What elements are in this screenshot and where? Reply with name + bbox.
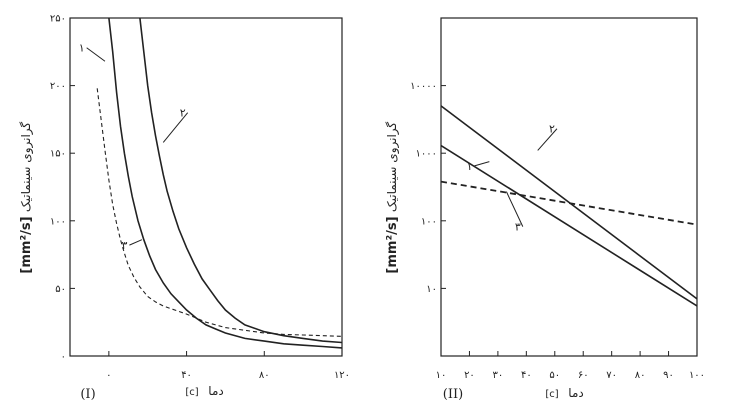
y-axis-unit: [mm²/s]: [385, 216, 400, 273]
y-axis-unit: [mm²/s]: [19, 216, 34, 273]
curve-label: ۳: [515, 221, 521, 234]
panel-label: (I): [80, 387, 95, 402]
x-tick-label: ۹۰: [663, 370, 674, 381]
curve-label: ۱: [466, 160, 472, 173]
x-tick-label: ۵۰: [549, 370, 560, 381]
curve-label: ۲: [180, 107, 186, 120]
x-axis-title: دما: [568, 386, 583, 400]
viscosity-linear-chart: ۰ ۵۰ ۱۰۰ ۱۵۰ ۲۰۰ ۲۵۰ ۰ ۴۰ ۸۰ ۱۲۰ ۱ ۲ ۳ گرانروی سینمات…: [19, 14, 350, 403]
y-tick-label: ۲۵۰: [50, 14, 66, 25]
y-tick-label: ۵۰: [55, 284, 66, 295]
curve-label: ۱: [79, 42, 85, 55]
curve-label: ۳: [121, 239, 127, 252]
y-axis-label-group: گرانروی سینماتیک [mm²/s]: [385, 122, 400, 274]
x-axis-title: دما: [208, 384, 223, 398]
plot-frame: [69, 17, 343, 357]
viscosity-log-chart: ۱۰ ۱۰۰ ۱۰۰۰ ۱۰۰۰۰ ۱۰ ۲۰ ۳۰ ۴۰ ۵۰ ۶۰ ۷۰ ۸۰ ۹۰ ۱۰۰ ۲ ۱ ۳ گر…: [385, 17, 705, 402]
x-axis-unit: [c]: [545, 389, 558, 400]
curve-label: ۲: [549, 123, 555, 136]
y-axis-label-group: گرانروی سینماتیک [mm²/s]: [19, 122, 34, 274]
y-tick-label: ۱۰: [426, 284, 437, 295]
series-line-۱: [441, 144, 697, 307]
series-line-۲: [441, 105, 697, 300]
x-tick-label: ۸۰: [259, 370, 270, 381]
x-tick-label: ۶۰: [578, 370, 589, 381]
series-line-۱: [108, 18, 342, 349]
series-line-۳: [96, 88, 342, 337]
plot-frame: [440, 17, 698, 357]
series-line-۳: [441, 180, 697, 226]
curve-label-leader: [86, 47, 106, 62]
x-tick-label: ۳۰: [493, 370, 504, 381]
x-tick-label: ۱۰: [436, 370, 447, 381]
curve-label-leader: [474, 161, 490, 167]
y-tick-label: ۱۰۰۰: [416, 149, 437, 160]
x-tick-label: ۲۰: [464, 370, 475, 381]
y-tick-label: ۱۰۰: [421, 216, 437, 227]
x-tick-label: ۱۲۰: [334, 370, 350, 381]
y-tick-label: ۰: [61, 352, 66, 363]
curve-label-leader: [162, 112, 189, 143]
y-tick-label: ۱۰۰: [50, 216, 66, 227]
y-axis-title: گرانروی سینماتیک: [19, 122, 34, 213]
x-tick-label: ۴۰: [521, 370, 532, 381]
y-tick-label: ۱۵۰: [50, 149, 66, 160]
curve-label-leader: [505, 191, 524, 227]
curve-label-leader: [129, 239, 143, 246]
x-tick-label: ۸۰: [635, 370, 646, 381]
y-axis-title: گرانروی سینماتیک: [385, 122, 400, 213]
x-tick-label: ۰: [106, 370, 111, 381]
curve-label-leader: [537, 128, 558, 151]
x-tick-label: ۱۰۰: [689, 370, 705, 381]
x-tick-label: ۴۰: [181, 370, 192, 381]
x-axis-unit: [c]: [185, 387, 198, 398]
y-tick-label: ۲۰۰: [50, 81, 66, 92]
x-tick-label: ۷۰: [606, 370, 617, 381]
y-tick-label: ۱۰۰۰۰: [410, 81, 437, 92]
panel-label: (II): [443, 387, 463, 402]
